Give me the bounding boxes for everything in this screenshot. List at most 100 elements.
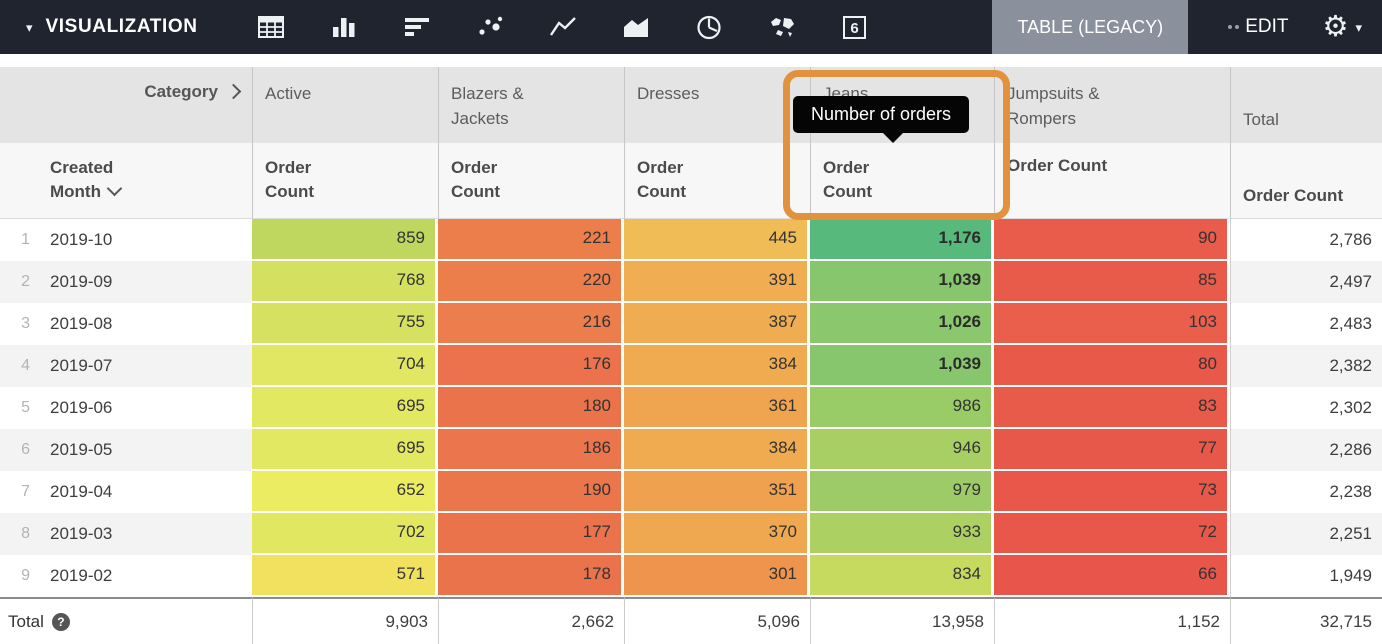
chevron-right-icon	[225, 83, 242, 100]
value-cell[interactable]: 351	[624, 471, 810, 513]
column-total-cell-5[interactable]: 1,152	[994, 597, 1230, 644]
line-chart-icon[interactable]	[548, 12, 578, 42]
row-total-cell[interactable]: 2,483	[1230, 303, 1382, 345]
month-cell[interactable]: 2019-09	[40, 261, 252, 303]
row-number: 3	[0, 303, 40, 345]
measure-header-2[interactable]: Order Count	[438, 143, 624, 219]
scatter-plot-icon[interactable]	[475, 12, 505, 42]
month-cell[interactable]: 2019-04	[40, 471, 252, 513]
value-cell[interactable]: 384	[624, 345, 810, 387]
row-total-cell[interactable]: 2,286	[1230, 429, 1382, 471]
value-cell[interactable]: 755	[252, 303, 438, 345]
value-cell[interactable]: 66	[994, 555, 1230, 597]
value-cell[interactable]: 768	[252, 261, 438, 303]
value-cell[interactable]: 83	[994, 387, 1230, 429]
value-cell[interactable]: 384	[624, 429, 810, 471]
value-cell[interactable]: 702	[252, 513, 438, 555]
month-cell[interactable]: 2019-05	[40, 429, 252, 471]
value-cell[interactable]: 387	[624, 303, 810, 345]
month-cell[interactable]: 2019-02	[40, 555, 252, 597]
column-total-cell-4[interactable]: 13,958	[810, 597, 994, 644]
column-total-cell-3[interactable]: 5,096	[624, 597, 810, 644]
value-cell[interactable]: 1,176	[810, 219, 994, 261]
column-total-cell-2[interactable]: 2,662	[438, 597, 624, 644]
row-total-cell[interactable]: 2,251	[1230, 513, 1382, 555]
help-icon[interactable]: ?	[51, 612, 70, 631]
visualization-panel-toggle[interactable]: ▾ VISUALIZATION	[26, 16, 198, 38]
value-cell[interactable]: 77	[994, 429, 1230, 471]
value-cell[interactable]: 103	[994, 303, 1230, 345]
value-cell[interactable]: 391	[624, 261, 810, 303]
value-cell[interactable]: 834	[810, 555, 994, 597]
grand-total-cell[interactable]: 32,715	[1230, 597, 1382, 644]
value-cell[interactable]: 695	[252, 429, 438, 471]
row-total-cell[interactable]: 1,949	[1230, 555, 1382, 597]
table-icon[interactable]	[256, 12, 286, 42]
measure-header-3[interactable]: Order Count	[624, 143, 810, 219]
month-cell[interactable]: 2019-06	[40, 387, 252, 429]
category-header-5[interactable]: Jumpsuits & Rompers	[994, 67, 1230, 143]
column-total-cell-1[interactable]: 9,903	[252, 597, 438, 644]
tooltip: Number of orders	[793, 96, 970, 143]
value-cell[interactable]: 695	[252, 387, 438, 429]
value-cell[interactable]: 180	[438, 387, 624, 429]
gear-icon: ⚙	[1322, 10, 1349, 43]
value-cell[interactable]: 704	[252, 345, 438, 387]
value-cell[interactable]: 1,039	[810, 261, 994, 303]
value-cell[interactable]: 85	[994, 261, 1230, 303]
tab-table-legacy[interactable]: TABLE (LEGACY)	[992, 0, 1189, 54]
value-cell[interactable]: 859	[252, 219, 438, 261]
area-chart-icon[interactable]	[621, 12, 651, 42]
map-icon[interactable]	[767, 12, 797, 42]
row-total-cell[interactable]: 2,497	[1230, 261, 1382, 303]
month-cell[interactable]: 2019-07	[40, 345, 252, 387]
value-cell[interactable]: 73	[994, 471, 1230, 513]
value-cell[interactable]: 1,026	[810, 303, 994, 345]
single-value-icon[interactable]: 6	[840, 12, 870, 42]
settings-menu-button[interactable]: ⚙ ▾	[1322, 10, 1362, 43]
row-total-cell[interactable]: 2,786	[1230, 219, 1382, 261]
created-month-header[interactable]: Created Month	[40, 143, 252, 219]
value-cell[interactable]: 445	[624, 219, 810, 261]
column-chart-icon[interactable]	[329, 12, 359, 42]
value-cell[interactable]: 370	[624, 513, 810, 555]
corner-category-header[interactable]: Category	[0, 67, 252, 143]
category-header-2[interactable]: Blazers & Jackets	[438, 67, 624, 143]
row-total-cell[interactable]: 2,382	[1230, 345, 1382, 387]
month-cell[interactable]: 2019-10	[40, 219, 252, 261]
value-cell[interactable]: 177	[438, 513, 624, 555]
value-cell[interactable]: 216	[438, 303, 624, 345]
row-total-cell[interactable]: 2,238	[1230, 471, 1382, 513]
value-cell[interactable]: 80	[994, 345, 1230, 387]
value-cell[interactable]: 361	[624, 387, 810, 429]
value-cell[interactable]: 221	[438, 219, 624, 261]
pie-chart-icon[interactable]	[694, 12, 724, 42]
value-cell[interactable]: 571	[252, 555, 438, 597]
value-cell[interactable]: 986	[810, 387, 994, 429]
value-cell[interactable]: 652	[252, 471, 438, 513]
value-cell[interactable]: 176	[438, 345, 624, 387]
value-cell[interactable]: 979	[810, 471, 994, 513]
edit-button[interactable]: EDIT	[1228, 16, 1288, 38]
value-cell[interactable]: 178	[438, 555, 624, 597]
row-total-cell[interactable]: 2,302	[1230, 387, 1382, 429]
month-cell[interactable]: 2019-03	[40, 513, 252, 555]
value-cell[interactable]: 220	[438, 261, 624, 303]
value-cell[interactable]: 90	[994, 219, 1230, 261]
total-measure-header[interactable]: Order Count	[1230, 143, 1382, 219]
value-cell[interactable]: 1,039	[810, 345, 994, 387]
measure-header-5[interactable]: Order Count	[994, 143, 1230, 219]
category-header-3[interactable]: Dresses	[624, 67, 810, 143]
value-cell[interactable]: 190	[438, 471, 624, 513]
month-cell[interactable]: 2019-08	[40, 303, 252, 345]
value-cell[interactable]: 946	[810, 429, 994, 471]
value-cell[interactable]: 301	[624, 555, 810, 597]
value-cell[interactable]: 72	[994, 513, 1230, 555]
measure-header-4[interactable]: Order Count	[810, 143, 994, 219]
category-header-1[interactable]: Active	[252, 67, 438, 143]
total-column-header[interactable]: Total	[1230, 67, 1382, 143]
value-cell[interactable]: 933	[810, 513, 994, 555]
value-cell[interactable]: 186	[438, 429, 624, 471]
bar-chart-icon[interactable]	[402, 12, 432, 42]
measure-header-1[interactable]: Order Count	[252, 143, 438, 219]
